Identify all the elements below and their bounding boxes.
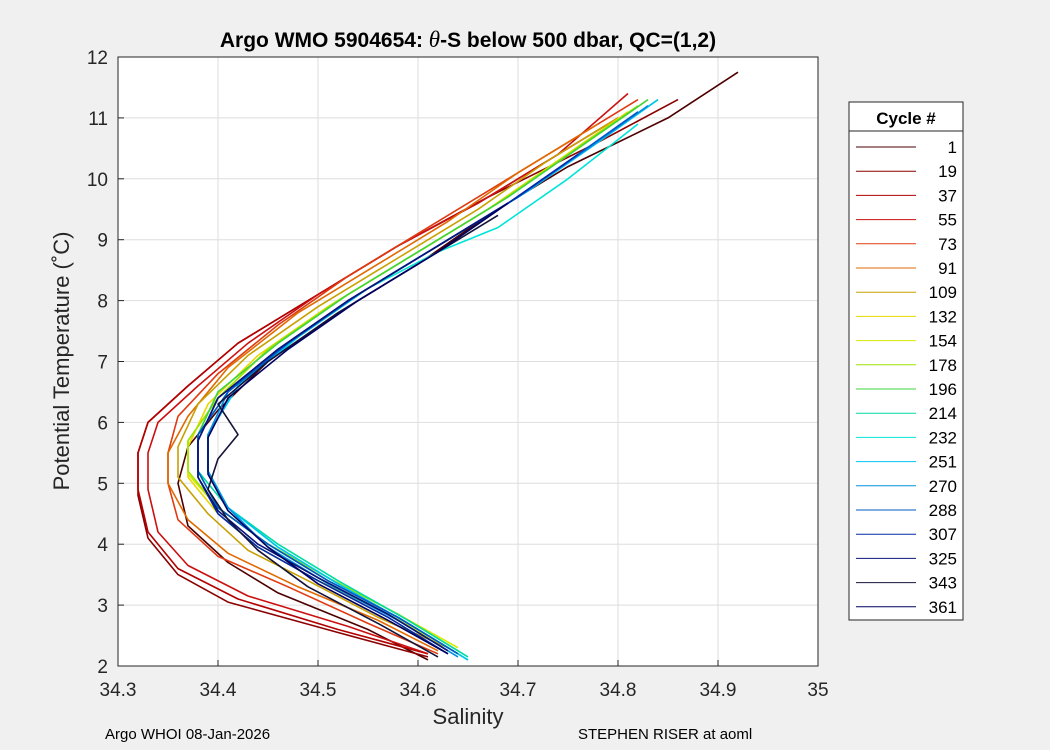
y-tick-labels: 2 3 4 5 6 7 8 9 10 11 12 (87, 48, 109, 678)
legend-label-232: 232 (929, 428, 957, 447)
x-tick-label: 34.4 (200, 680, 237, 701)
series-line-55 (147, 92, 629, 655)
footer-right: STEPHEN RISER at aoml (578, 726, 753, 743)
y-tick-label: 11 (88, 109, 108, 130)
legend-label-109: 109 (929, 283, 957, 302)
legend-label-325: 325 (929, 549, 957, 568)
legend-label-307: 307 (929, 525, 957, 544)
legend-label-55: 55 (938, 211, 957, 230)
series-line-109 (177, 117, 619, 649)
legend-label-270: 270 (929, 477, 957, 496)
plot-frame (117, 56, 819, 667)
legend-label-1: 1 (948, 138, 957, 157)
series-line-325 (197, 202, 509, 652)
legend-label-251: 251 (929, 453, 957, 472)
legend-title: Cycle # (876, 109, 936, 128)
x-tick-label: 34.6 (400, 680, 437, 701)
y-tick-label: 4 (97, 535, 108, 556)
legend-label-178: 178 (929, 356, 957, 375)
y-tick-label: 6 (97, 413, 108, 434)
legend-label-361: 361 (929, 598, 957, 617)
series-lines (137, 71, 739, 661)
x-tick-label: 35 (807, 680, 828, 701)
legend-label-73: 73 (938, 235, 957, 254)
y-tick-label: 7 (97, 353, 108, 374)
x-axis-label: Salinity (433, 704, 504, 729)
series-line-91 (167, 123, 599, 652)
legend-label-154: 154 (929, 332, 957, 351)
legend-label-37: 37 (938, 186, 957, 205)
x-tick-labels: 34.3 34.4 34.5 34.6 34.7 34.8 34.9 35 (100, 680, 829, 701)
x-tick-label: 34.5 (300, 680, 337, 701)
y-tick-label: 8 (97, 292, 108, 313)
series-line-361 (207, 202, 509, 655)
series-line-343 (207, 214, 499, 658)
y-tick-label: 5 (97, 474, 108, 495)
legend: Cycle # 1 19 37 55 73 91 109 132 154 178 196 214 232… (848, 101, 964, 621)
legend-label-288: 288 (929, 501, 957, 520)
series-line-1 (177, 71, 739, 661)
y-tick-label: 9 (97, 231, 108, 252)
legend-box (848, 101, 964, 621)
y-tick-label: 2 (97, 657, 108, 678)
series-line-73 (167, 98, 639, 655)
footer-left: Argo WHOI 08-Jan-2026 (105, 726, 271, 743)
y-axis-label: Potential Temperature (˚C) (49, 232, 74, 491)
legend-label-19: 19 (938, 162, 957, 181)
x-tick-label: 34.8 (600, 680, 637, 701)
legend-label-132: 132 (929, 307, 957, 326)
legend-label-196: 196 (929, 380, 957, 399)
chart-title: Argo WMO 5904654: θ-S below 500 dbar, QC… (220, 27, 716, 52)
x-tick-label: 34.7 (500, 680, 537, 701)
legend-label-343: 343 (929, 574, 957, 593)
x-tick-label: 34.3 (100, 680, 137, 701)
legend-entries: 1 19 37 55 73 91 109 132 154 178 196 214 232 251 270 28… (856, 138, 957, 617)
legend-label-214: 214 (929, 404, 957, 423)
legend-label-91: 91 (938, 259, 957, 278)
x-tick-label: 34.9 (700, 680, 737, 701)
y-tick-label: 10 (87, 170, 108, 191)
y-tick-label: 12 (87, 48, 108, 69)
y-tick-label: 3 (97, 596, 108, 617)
